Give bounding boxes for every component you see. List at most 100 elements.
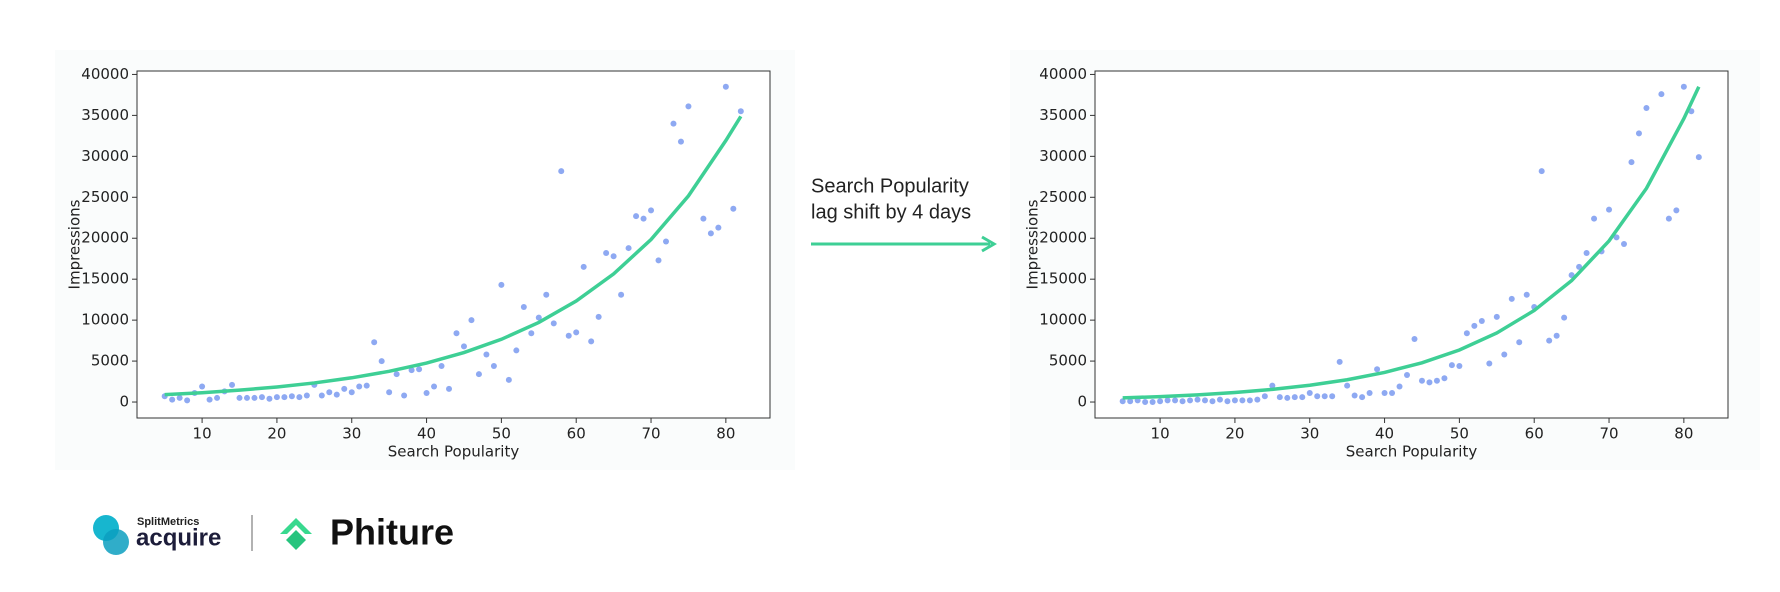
x-tick-label: 60 [567, 425, 586, 443]
x-tick-label: 70 [641, 425, 660, 443]
point [535, 314, 542, 321]
point [1396, 383, 1403, 390]
point [483, 351, 490, 358]
point [363, 382, 370, 389]
x-tick-label: 30 [1300, 425, 1319, 443]
point [1239, 397, 1246, 404]
y-tick-label: 40000 [1039, 65, 1087, 83]
point [318, 392, 325, 399]
x-tick-label: 50 [1450, 425, 1469, 443]
point [266, 395, 273, 402]
point [1187, 397, 1194, 404]
point [513, 347, 520, 354]
point [1389, 390, 1396, 397]
point [1374, 366, 1381, 373]
y-tick-label: 35000 [1039, 106, 1087, 124]
point [1344, 382, 1351, 389]
point [236, 394, 243, 401]
point [1456, 362, 1463, 369]
x-tick-label: 10 [1151, 425, 1170, 443]
point [1501, 351, 1508, 358]
point [573, 329, 580, 336]
point [431, 383, 438, 390]
x-tick-label: 80 [716, 425, 735, 443]
point [1254, 396, 1261, 403]
point [1276, 394, 1283, 401]
point [1284, 394, 1291, 401]
y-tick-label: 10000 [81, 311, 129, 329]
point [543, 291, 550, 298]
y-tick-label: 5000 [91, 352, 129, 370]
point [1673, 207, 1680, 214]
y-tick-label: 20000 [81, 229, 129, 247]
point [1299, 394, 1306, 401]
point [273, 394, 280, 401]
point [184, 397, 191, 404]
point [1246, 397, 1253, 404]
point [393, 371, 400, 378]
point [199, 383, 206, 390]
point [1209, 398, 1216, 405]
point [214, 394, 221, 401]
point [633, 213, 640, 220]
point [1643, 105, 1650, 112]
y-axis-label: Impressions [1024, 199, 1042, 289]
point [1359, 394, 1366, 401]
y-tick-label: 40000 [81, 65, 129, 83]
point [1119, 398, 1126, 405]
point [229, 381, 236, 388]
point [1486, 360, 1493, 367]
x-tick-label: 20 [267, 425, 286, 443]
point [1576, 263, 1583, 270]
point [1508, 295, 1515, 302]
point [288, 393, 295, 400]
point [1665, 215, 1672, 222]
point [1291, 394, 1298, 401]
point [1366, 390, 1373, 397]
point [1478, 317, 1485, 324]
point [296, 394, 303, 401]
x-tick-label: 80 [1674, 425, 1693, 443]
point [1635, 130, 1642, 137]
y-tick-label: 35000 [81, 106, 129, 124]
annotation-line: lag shift by 4 days [811, 201, 971, 223]
point [1351, 392, 1358, 399]
plot-area [136, 70, 771, 419]
annotation-line: Search Popularity [811, 175, 969, 197]
logo-icon [286, 530, 306, 550]
logo-text: SplitMetrics [137, 516, 199, 528]
point [730, 205, 737, 212]
point [1553, 332, 1560, 339]
y-tick-label: 30000 [1039, 147, 1087, 165]
point [1411, 335, 1418, 342]
point [1216, 396, 1223, 403]
point [670, 120, 677, 127]
point [610, 253, 617, 260]
point [580, 263, 587, 270]
point [1493, 313, 1500, 320]
fit-line [164, 115, 743, 397]
point [558, 168, 565, 175]
point [1583, 249, 1590, 256]
point [1516, 339, 1523, 346]
x-axis-label: Search Popularity [1346, 443, 1478, 461]
point [1201, 397, 1208, 404]
logo-text: Phiture [330, 512, 454, 553]
point [1194, 396, 1201, 403]
point [1538, 168, 1545, 175]
point [625, 245, 632, 252]
point [446, 385, 453, 392]
point [1314, 393, 1321, 400]
point [386, 389, 393, 396]
logo-icon [103, 529, 129, 555]
point [1433, 377, 1440, 384]
y-tick-label: 25000 [81, 188, 129, 206]
point [1418, 377, 1425, 384]
point [378, 358, 385, 365]
point [520, 304, 527, 311]
x-tick-label: 10 [193, 425, 212, 443]
y-tick-label: 25000 [1039, 188, 1087, 206]
point [1591, 215, 1598, 222]
point [1620, 240, 1627, 247]
point [685, 103, 692, 110]
